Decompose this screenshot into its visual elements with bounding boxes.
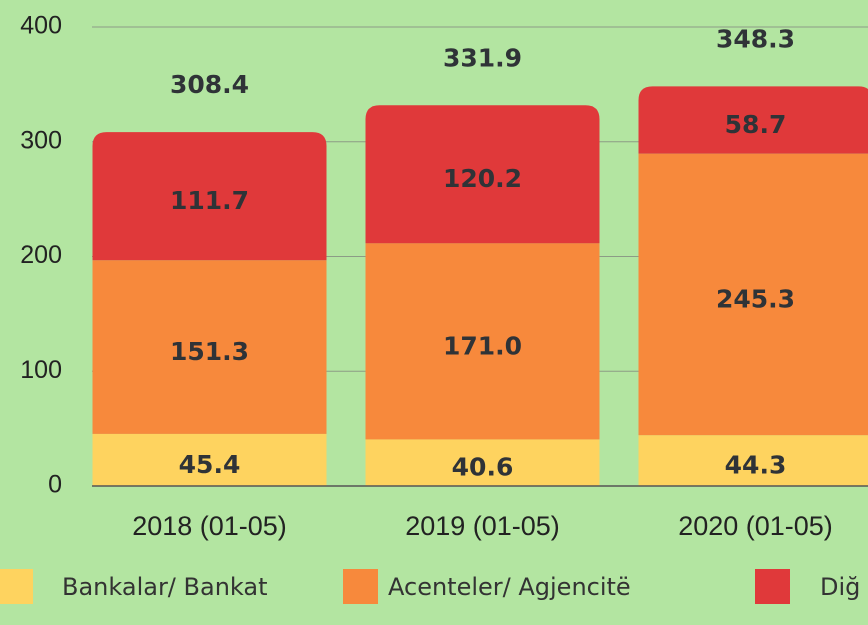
bar-segment [92, 433, 327, 486]
x-tick-label: 2019 (01-05) [405, 511, 560, 541]
data-label: 171.0 [443, 331, 522, 360]
data-label: 151.3 [170, 337, 249, 366]
legend-swatch [0, 569, 33, 604]
legend-label: Bankalar/ Bankat [62, 573, 268, 601]
y-tick-label: 400 [20, 12, 62, 40]
bar-segment [365, 105, 600, 244]
data-label: 44.3 [725, 451, 787, 480]
total-label: 348.3 [716, 24, 795, 53]
total-label: 308.4 [170, 70, 249, 99]
bar-segment [92, 260, 327, 434]
bar-segment [92, 132, 327, 261]
data-label: 120.2 [443, 164, 522, 193]
x-tick-label: 2018 (01-05) [132, 511, 287, 541]
y-tick-label: 0 [48, 471, 62, 499]
legend-label: Diğ [820, 573, 860, 601]
bar-segment [365, 243, 600, 440]
legend-swatch [343, 569, 378, 604]
total-label: 331.9 [443, 43, 522, 72]
x-tick-label: 2020 (01-05) [678, 511, 833, 541]
data-label: 58.7 [725, 110, 787, 139]
data-label: 45.4 [179, 450, 241, 479]
y-tick-label: 300 [20, 126, 62, 154]
bar-segment [365, 439, 600, 486]
y-tick-label: 100 [20, 356, 62, 384]
data-label: 111.7 [170, 186, 249, 215]
data-label: 40.6 [452, 453, 514, 482]
bar-segment [638, 86, 868, 154]
bar-segment [638, 435, 868, 486]
bar-segment [638, 153, 868, 436]
data-label: 245.3 [716, 284, 795, 313]
legend-swatch [755, 569, 790, 604]
legend-label: Acenteler/ Agjencitë [388, 573, 631, 601]
y-tick-label: 200 [20, 241, 62, 269]
